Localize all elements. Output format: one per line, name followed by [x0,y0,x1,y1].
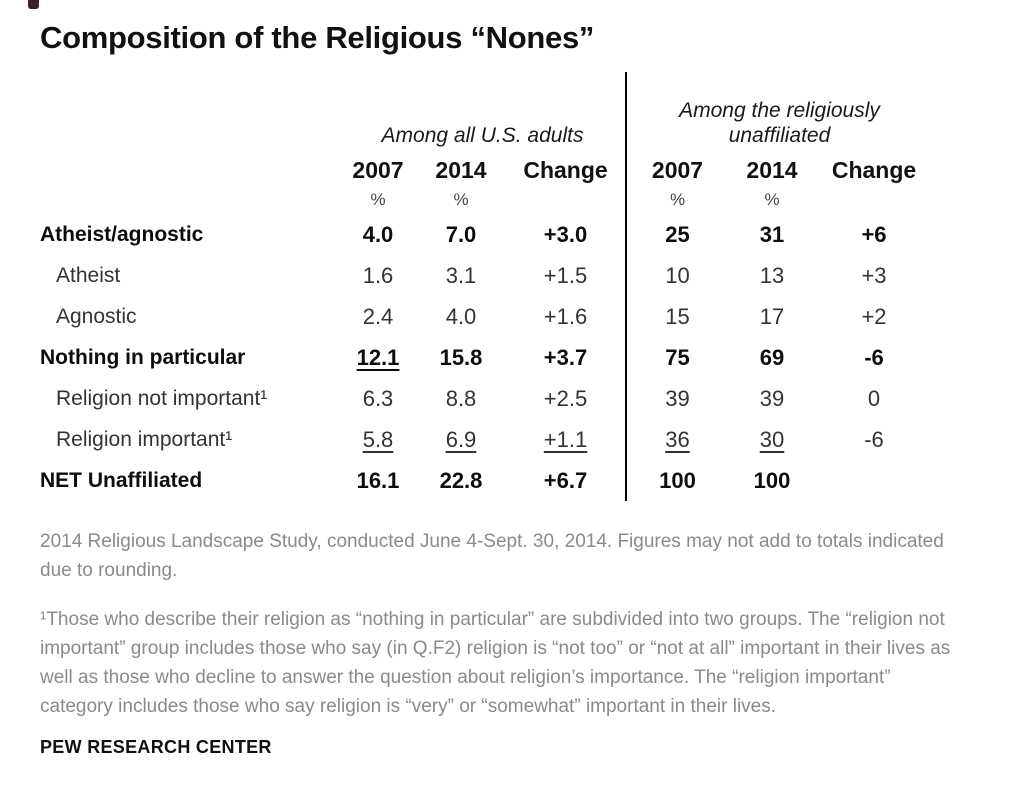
source-note: 2014 Religious Landscape Study, conducte… [40,531,944,581]
value-cell: 22.8 [439,467,483,493]
value-cell: 15.8 [439,344,483,370]
row-label: NET Unaffiliated [40,468,203,492]
table-row-nothing-in-particular: Nothing in particular 12.1 15.8 +3.7 75 … [40,337,932,378]
percent-sign: % [453,190,469,209]
value-cell: 75 [625,337,728,378]
col-header-2014-all: 2014 [435,156,487,183]
column-header-row: 2007 2014 Change 2007 2014 Change [40,154,932,186]
table-row-atheist-agnostic: Atheist/agnostic 4.0 7.0 +3.0 25 31 +6 [40,214,932,255]
row-label: Atheist [56,263,121,287]
percent-sign: % [764,190,780,209]
table-row-net-unaffiliated: NET Unaffiliated 16.1 22.8 +6.7 100 100 [40,460,932,501]
row-label: Religion not important¹ [56,386,268,410]
col-header-2007-unaff: 2007 [625,154,728,186]
table-row-atheist: Atheist 1.6 3.1 +1.5 10 13 +3 [40,255,932,296]
value-cell: 8.8 [445,385,477,411]
value-cell: 0 [867,385,881,411]
group-header-all-adults: Among all U.S. adults [381,124,584,147]
value-cell [816,460,932,501]
value-cell: 2.4 [362,303,394,329]
spacer-cell [40,154,340,186]
row-label: Religion important¹ [56,427,233,451]
table-row-agnostic: Agnostic 2.4 4.0 +1.6 15 17 +2 [40,296,932,337]
percent-sign: % [370,190,386,209]
row-label: Agnostic [56,304,137,328]
value-cell: 6.9 [445,426,477,452]
page-title: Composition of the Religious “Nones” [40,20,595,55]
spacer-cell [506,186,626,214]
percent-row: % % % % [40,186,932,214]
group-header-unaffiliated: Among the religiously unaffiliated [625,72,932,154]
col-header-change-unaff: Change [831,156,917,183]
col-header-2014-unaff: 2014 [746,156,798,183]
footnote-1: ¹Those who describe their religion as “n… [40,609,951,717]
value-cell: 31 [759,221,785,247]
value-cell: +6 [861,221,887,247]
value-cell: 4.0 [362,221,394,247]
value-cell: +1.6 [543,303,588,329]
value-cell: 17 [759,303,785,329]
value-cell: +3 [861,262,887,288]
value-cell: 12.1 [356,344,400,370]
value-cell: 30 [759,426,785,452]
value-cell: -6 [864,426,884,452]
row-label: Atheist/agnostic [40,222,204,246]
value-cell: +3.7 [543,344,588,370]
value-cell: +1.5 [543,262,588,288]
spacer-cell [40,186,340,214]
value-cell: 6.3 [362,385,394,411]
table-row-religion-not-important: Religion not important¹ 6.3 8.8 +2.5 39 … [40,378,932,419]
value-cell: +2.5 [543,385,588,411]
col-header-2007-all: 2007 [352,156,404,183]
value-cell: 5.8 [362,426,394,452]
value-cell: 16.1 [356,467,400,493]
value-cell: 13 [759,262,785,288]
value-cell: 39 [759,385,785,411]
value-cell: 100 [625,460,728,501]
pew-research-center-wordmark: PEW RESEARCH CENTER [40,737,272,757]
value-cell: +2 [861,303,887,329]
value-cell: 15 [625,296,728,337]
value-cell: 36 [625,419,728,460]
value-cell: 7.0 [445,221,477,247]
value-cell: 100 [753,467,791,493]
value-cell: 69 [759,344,785,370]
crop-artifact-mark [28,0,39,9]
row-label: Nothing in particular [40,345,246,369]
value-cell: 4.0 [445,303,477,329]
group-header-row: Among all U.S. adults Among the religiou… [40,72,932,154]
value-cell: 10 [625,255,728,296]
value-cell: 39 [625,378,728,419]
percent-sign: % [625,186,728,214]
value-cell: +6.7 [543,467,588,493]
table-row-religion-important: Religion important¹ 5.8 6.9 +1.1 36 30 -… [40,419,932,460]
spacer-cell [816,186,932,214]
value-cell: +1.1 [543,426,588,452]
value-cell: 25 [625,214,728,255]
value-cell: -6 [864,344,884,370]
spacer-cell [40,72,340,154]
col-header-change-all: Change [523,156,608,183]
value-cell: 1.6 [362,262,394,288]
composition-table: Among all U.S. adults Among the religiou… [40,72,932,501]
value-cell: 3.1 [445,262,477,288]
value-cell: +3.0 [543,221,588,247]
